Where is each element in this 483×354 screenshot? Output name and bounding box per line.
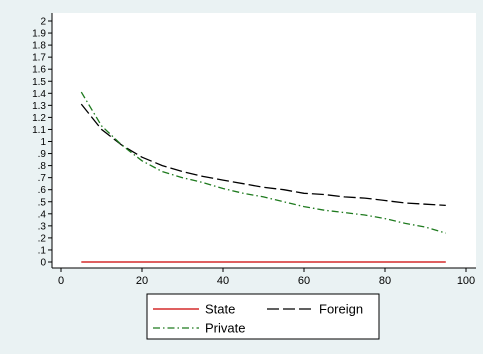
- y-tick-label: 1.7: [32, 53, 46, 64]
- y-tick-label: 1.4: [32, 89, 46, 100]
- y-tick-label: 1.5: [32, 77, 46, 88]
- legend-label-state: State: [205, 302, 235, 317]
- legend-label-private: Private: [205, 321, 245, 336]
- y-tick-label: 1.3: [32, 101, 46, 112]
- y-tick-label: .7: [38, 173, 47, 184]
- y-tick-label: .4: [38, 209, 47, 220]
- series-line-foreign: [80, 103, 446, 207]
- legend-box: [146, 293, 380, 340]
- y-tick-label: 1.1: [32, 125, 46, 136]
- y-tick-label: .9: [38, 149, 47, 160]
- y-tick-label: 1.6: [32, 65, 46, 76]
- plot-area: [52, 13, 476, 268]
- x-tick-label: 0: [58, 275, 64, 287]
- y-tick-label: .5: [38, 197, 47, 208]
- series-line-private: [80, 91, 446, 234]
- y-tick-label: .8: [38, 161, 47, 172]
- y-tick-label: 2: [40, 17, 46, 28]
- x-tick-label: 100: [457, 275, 475, 287]
- y-tick-label: 1.8: [32, 41, 46, 52]
- x-tick-label: 20: [136, 275, 148, 287]
- y-tick-label: 0: [40, 258, 46, 269]
- y-tick-label: .1: [38, 245, 47, 256]
- y-tick-label: .2: [38, 233, 47, 244]
- y-tick-label: .3: [38, 221, 47, 232]
- y-tick-label: 1: [40, 137, 46, 148]
- y-tick-label: 1.9: [32, 29, 46, 40]
- y-tick-label: 1.2: [32, 113, 46, 124]
- x-tick-label: 80: [379, 275, 391, 287]
- x-tick-label: 60: [298, 275, 310, 287]
- legend-label-foreign: Foreign: [319, 302, 363, 317]
- x-tick-label: 40: [217, 275, 229, 287]
- y-tick-label: .6: [38, 185, 47, 196]
